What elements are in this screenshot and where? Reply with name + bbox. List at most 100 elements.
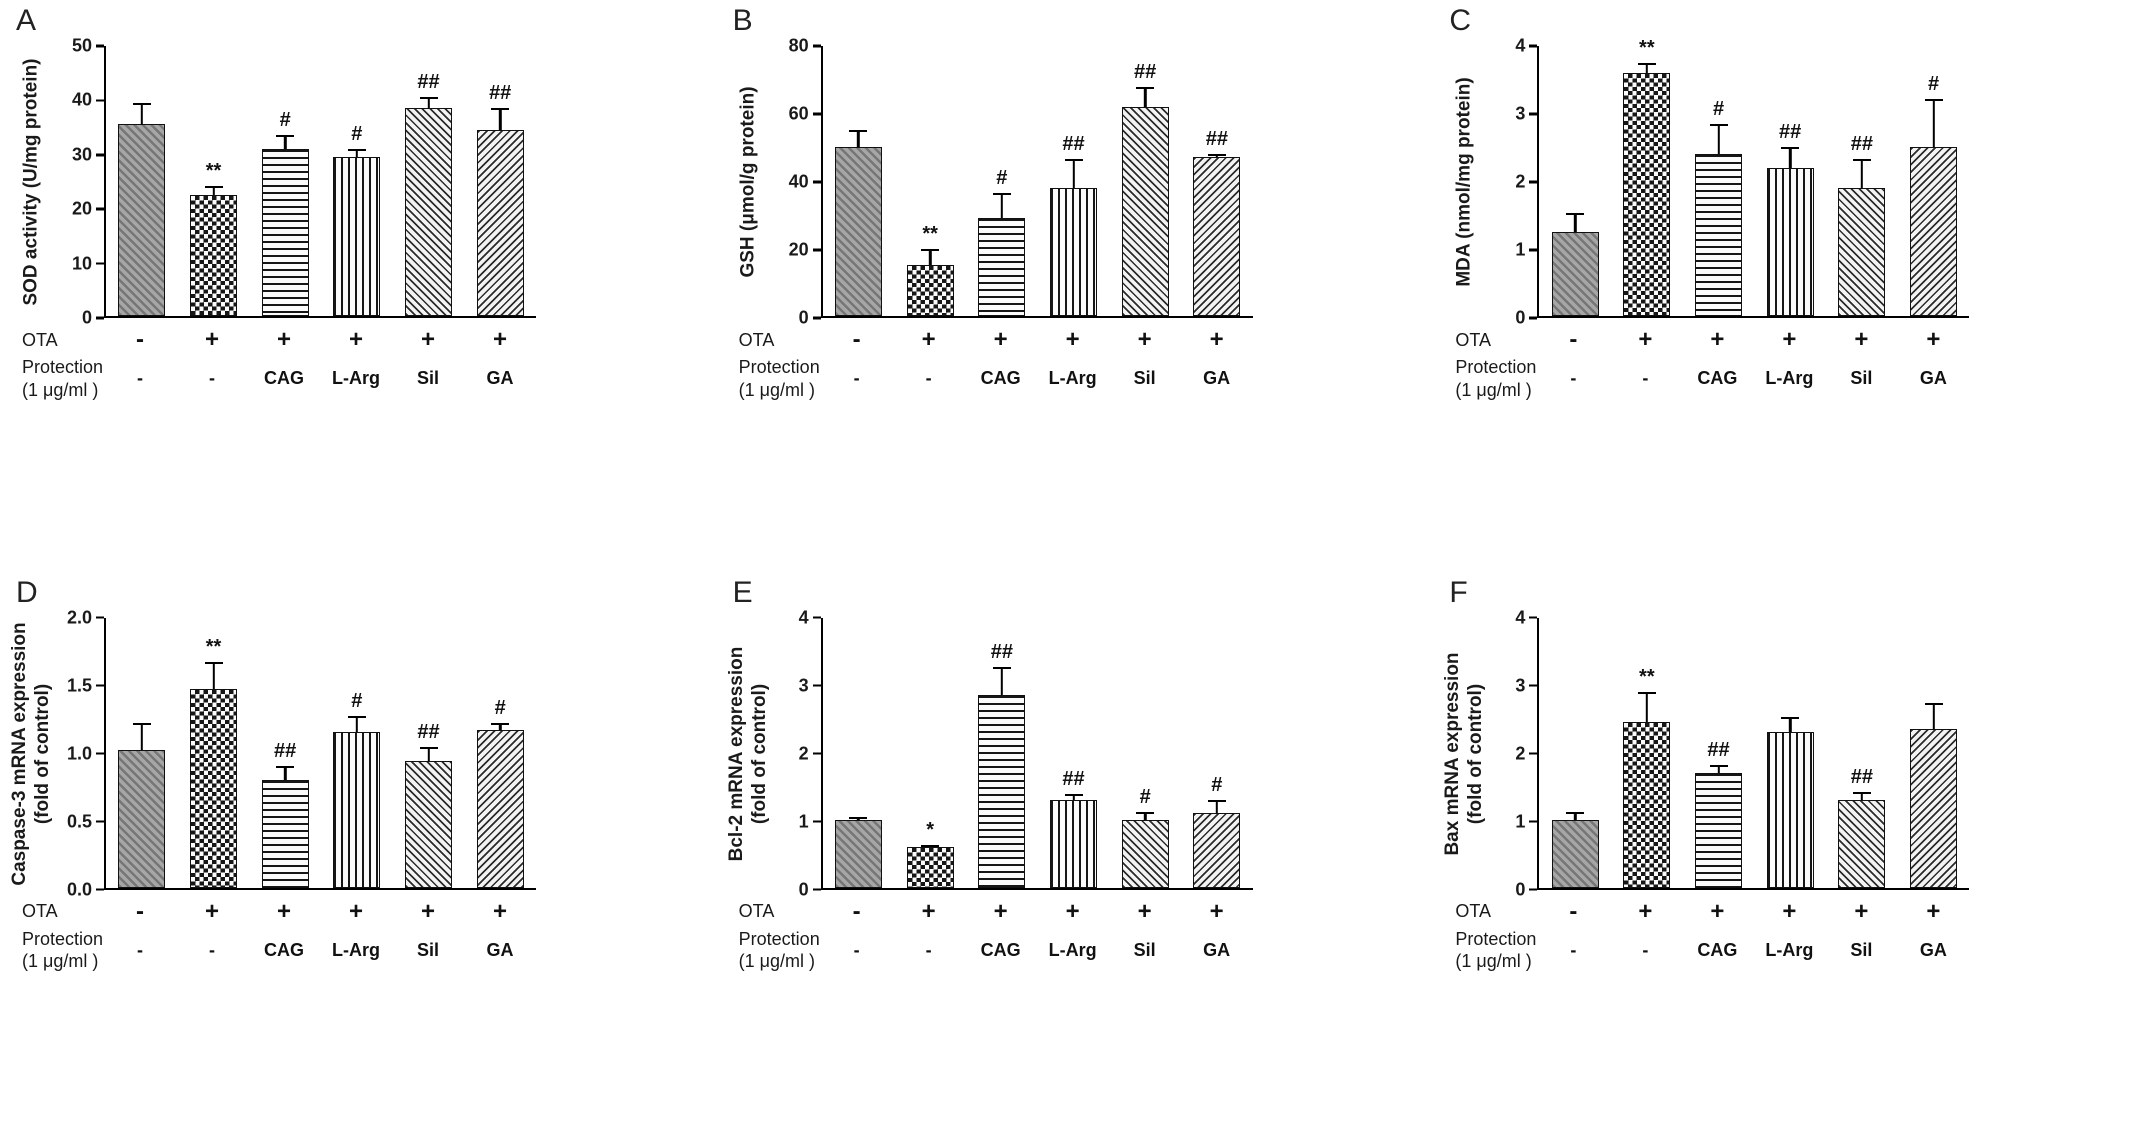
- ota-value: +: [204, 326, 219, 353]
- protection-value: -: [209, 939, 215, 960]
- protection-value: -: [925, 368, 932, 388]
- ota-value: +: [204, 897, 219, 925]
- y-tick-label: 3: [798, 675, 809, 695]
- error-bar: [1637, 691, 1656, 722]
- bar-group: ##: [393, 46, 465, 316]
- bar-group: ##: [393, 618, 465, 888]
- protection-value: L-Arg: [1048, 939, 1097, 960]
- error-bar: [1637, 62, 1656, 73]
- bar-group: #: [249, 46, 321, 316]
- y-axis-ticks: 0 1 2 3 4: [773, 607, 821, 899]
- plot-area: * ## ## # #: [820, 617, 1253, 890]
- y-axis-label: Bax mRNA expression (fold of control): [1443, 652, 1489, 855]
- error-bar: [1709, 123, 1728, 154]
- plot-area: **######: [1537, 38, 1970, 318]
- error-bar: [1064, 794, 1083, 799]
- protection-value: CAG: [980, 368, 1021, 388]
- error-bar: [347, 148, 366, 157]
- bar-group: [106, 618, 178, 888]
- y-tick-label: 20: [788, 239, 809, 260]
- y-tick-label: 0.0: [66, 879, 92, 899]
- y-tick-label: 1: [1515, 811, 1526, 831]
- bar: [1766, 732, 1814, 888]
- bar: [405, 108, 453, 316]
- ota-value: +: [1854, 326, 1869, 353]
- ota-value: +: [1926, 897, 1941, 925]
- y-tick-mark: [1529, 616, 1538, 619]
- protection-value: Sil: [1850, 939, 1873, 960]
- protection-row: Protection (1 μg/ml ) - - CAG L-Arg Sil GA: [8, 928, 717, 973]
- y-axis-label: MDA (nmol/mg protein): [1454, 77, 1477, 286]
- y-axis-label-column: MDA (nmol/mg protein): [1441, 46, 1489, 318]
- y-axis-ticks: 0.0 0.5 1.0 1.5 2.0: [56, 607, 104, 899]
- y-tick-label: 1.0: [66, 743, 92, 763]
- y-tick-mark: [812, 684, 821, 687]
- y-tick-mark: [812, 752, 821, 755]
- protection-values: - - CAG L-Arg Sil GA: [1537, 940, 1969, 961]
- bar-group: #: [966, 46, 1038, 316]
- y-tick-label: 30: [71, 144, 92, 165]
- ota-values: - + + + + +: [104, 898, 536, 926]
- bar: [1623, 73, 1671, 316]
- y-axis-label-column: Bcl-2 mRNA expression (fold of control): [725, 618, 773, 890]
- y-tick-label: 1: [1515, 239, 1526, 260]
- ota-values: - + + + + +: [821, 326, 1253, 354]
- protection-row-label-line: Protection: [1455, 928, 1537, 949]
- error-bar: [419, 747, 438, 761]
- y-axis-ticks: 0 10 20 30 40 50: [56, 36, 104, 328]
- error-bar: [1566, 811, 1585, 820]
- error-bar: [1924, 703, 1943, 729]
- ota-values: - + + + + +: [1537, 898, 1969, 926]
- y-tick-mark: [1529, 112, 1538, 116]
- protection-value: GA: [486, 939, 514, 960]
- protection-value: CAG: [1697, 368, 1738, 388]
- bar: [906, 847, 954, 888]
- significance-label: **: [205, 636, 222, 659]
- y-axis-label: SOD activity (U/mg protein): [21, 58, 44, 305]
- y-tick-mark: [96, 207, 104, 211]
- ota-value: +: [1782, 326, 1797, 353]
- bar: [1910, 147, 1958, 316]
- y-tick-label: 2: [798, 743, 809, 763]
- ota-value: +: [492, 897, 507, 925]
- y-tick-label: 1.5: [66, 675, 92, 695]
- y-tick-mark: [1529, 248, 1538, 252]
- y-axis-label-line: MDA (nmol/mg protein): [1453, 77, 1475, 287]
- significance-label: #: [494, 696, 506, 719]
- y-tick: 20: [789, 240, 821, 261]
- bar-group: [1898, 618, 1970, 888]
- y-tick: 2: [1515, 743, 1538, 764]
- protection-value: Sil: [416, 368, 439, 388]
- bar: [1121, 820, 1169, 888]
- significance-label: **: [1639, 36, 1655, 59]
- y-tick-label: 4: [1515, 607, 1526, 627]
- y-axis-label-line: (fold of control): [32, 683, 53, 824]
- error-bar: [1207, 799, 1226, 814]
- protection-value: L-Arg: [1765, 939, 1814, 960]
- y-tick-label: 10: [71, 253, 92, 274]
- significance-label: #: [351, 690, 363, 713]
- panel-letter: D: [16, 575, 38, 609]
- protection-values: - - CAG L-Arg Sil GA: [104, 368, 536, 389]
- y-tick: 1.0: [67, 743, 104, 764]
- ota-value: -: [1569, 326, 1578, 353]
- bar-group: **: [1611, 38, 1683, 316]
- y-tick: 4: [1515, 607, 1538, 628]
- bar-group: **: [1611, 618, 1683, 888]
- chart-panel-e: E Bcl-2 mRNA expression (fold of control) 0…: [717, 572, 1434, 1143]
- significance-label: ##: [1779, 121, 1802, 144]
- y-tick: 30: [72, 144, 104, 165]
- error-bar: [1924, 98, 1943, 148]
- chart-area: GSH (μmol/g protein) 0 20 40 60 80 ** # ## ## ##: [725, 36, 1434, 328]
- significance-label: #: [1712, 97, 1725, 120]
- bar-group: #: [321, 46, 393, 316]
- chart-panel-a: A SOD activity (U/mg protein) 0 10 20 30 40 50 *…: [0, 0, 717, 572]
- y-axis-label-column: Bax mRNA expression (fold of control): [1441, 618, 1489, 890]
- ota-value: +: [993, 897, 1008, 925]
- panel-letter: B: [732, 4, 753, 37]
- significance-label: **: [1639, 665, 1655, 688]
- protection-value: GA: [486, 368, 514, 388]
- y-tick: 0.0: [67, 879, 104, 900]
- y-axis-ticks: 0 20 40 60 80: [773, 36, 821, 328]
- bar-group: #: [1683, 46, 1755, 316]
